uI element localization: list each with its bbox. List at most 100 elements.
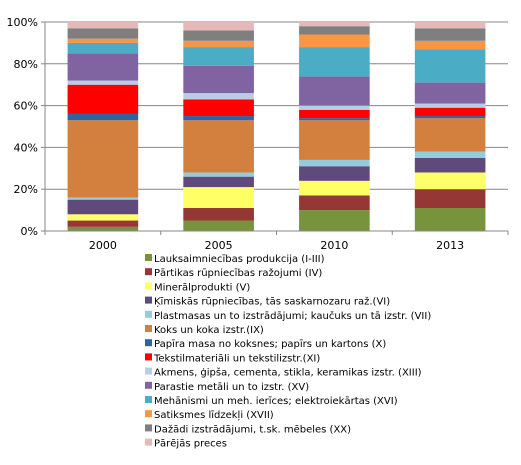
legend-label: Pārējās preces: [154, 439, 227, 450]
bar-segment: [299, 109, 370, 119]
legend-swatch: [145, 310, 152, 318]
bar-segment: [183, 93, 254, 100]
bar-segment: [183, 172, 254, 177]
legend-item: Koks un koka izstr.(IX): [145, 325, 264, 336]
legend-swatch: [145, 282, 152, 290]
bar-segment: [183, 65, 254, 94]
bar-segment: [67, 42, 139, 54]
legend-swatch: [145, 396, 152, 403]
bar-segment: [414, 22, 486, 29]
bar-segment: [299, 120, 370, 160]
bar-segment: [299, 118, 370, 121]
legend-swatch: [145, 353, 152, 361]
bar-segment: [414, 40, 486, 50]
bar-segment: [183, 40, 254, 48]
legend-label: Akmens, ģipša, cementa, stikla, keramika…: [154, 367, 422, 379]
bar-segment: [299, 105, 370, 110]
y-tick-label: 20%: [14, 183, 38, 196]
y-tick-label: 80%: [14, 58, 38, 71]
y-tick-label: 60%: [14, 100, 38, 113]
bar-segment: [183, 176, 254, 188]
legend-label: Ķīmiskās rūpniecības, tās saskarnozaru r…: [154, 296, 390, 308]
bar-segment: [414, 172, 486, 190]
bar-segment: [183, 47, 254, 66]
legend-swatch: [145, 268, 152, 276]
bar-segment: [67, 226, 139, 231]
bar-segment: [299, 47, 370, 77]
bar-segment: [299, 166, 370, 181]
legend-label: Koks un koka izstr.(IX): [154, 325, 264, 336]
bar-segment: [414, 49, 486, 83]
legend-item: Mehānismi un meh. ierīces; elektroiekārt…: [145, 396, 398, 407]
legend: Lauksaimniecības produkcija (I-III) Pārti…: [145, 254, 431, 450]
bar-segment: [67, 120, 139, 198]
bar-segment: [67, 214, 139, 221]
legend-label: Satiksmes līdzekļi (XVII): [154, 410, 274, 421]
legend-label: Papīra masa no koksnes; papīrs un karton…: [154, 339, 386, 350]
bar-segment: [414, 116, 486, 119]
bar-segment: [67, 113, 139, 121]
x-tick-label: 2005: [205, 239, 233, 252]
bars: [67, 22, 486, 231]
legend-label: Dažādi izstrādājumi, t.sk. mēbeles (XX): [154, 423, 351, 435]
bar-segment: [414, 151, 486, 158]
bar-segment: [299, 34, 370, 48]
legend-item: Pārējās preces: [145, 438, 227, 450]
legend-swatch: [145, 254, 152, 261]
bar-segment: [67, 197, 139, 200]
bar-segment: [414, 157, 486, 173]
y-tick-label: 100%: [7, 16, 38, 29]
bar-segment: [414, 208, 486, 231]
legend-label: Parastie metāli un to izstr. (XV): [154, 382, 309, 393]
y-tick-label: 0%: [21, 225, 38, 238]
legend-item: Ķīmiskās rūpniecības, tās saskarnozaru r…: [145, 296, 390, 308]
legend-item: Akmens, ģipša, cementa, stikla, keramika…: [145, 367, 422, 379]
bar-segment: [67, 53, 139, 81]
bar-segment: [414, 82, 486, 104]
bar-segment: [299, 159, 370, 167]
legend-swatch: [145, 410, 152, 418]
x-tick-label: 2013: [436, 239, 464, 252]
legend-item: Parastie metāli un to izstr. (XV): [145, 381, 309, 393]
legend-item: Lauksaimniecības produkcija (I-III): [145, 254, 325, 265]
legend-item: Dažādi izstrādājumi, t.sk. mēbeles (XX): [145, 423, 351, 435]
legend-swatch: [145, 381, 152, 389]
bar-segment: [299, 195, 370, 211]
bar-segment: [414, 103, 486, 108]
bar-segment: [414, 118, 486, 152]
bar-segment: [67, 199, 139, 215]
legend-swatch: [145, 296, 152, 304]
legend-label: Minerālprodukti (V): [154, 282, 250, 293]
bar-segment: [414, 107, 486, 117]
bar-segment: [299, 26, 370, 35]
legend-swatch: [145, 325, 152, 332]
axes: [41, 21, 509, 235]
bar-segment: [183, 116, 254, 121]
y-tick-label: 40%: [14, 141, 38, 154]
bar-segment: [67, 22, 139, 29]
legend-label: Lauksaimniecības produkcija (I-III): [154, 254, 325, 265]
bar-segment: [414, 28, 486, 41]
bar-segment: [67, 38, 139, 43]
y-axis-ticks: 0% 20% 40% 60% 80% 100%: [7, 16, 38, 238]
bar-segment: [183, 99, 254, 117]
legend-item: Satiksmes līdzekļi (XVII): [145, 410, 274, 421]
bar-segment: [299, 180, 370, 196]
legend-label: Pārtikas rūpniecības ražojumi (IV): [154, 267, 322, 279]
legend-item: Minerālprodukti (V): [145, 282, 250, 293]
legend-swatch: [145, 424, 152, 432]
legend-swatch: [145, 438, 152, 446]
bar-segment: [67, 80, 139, 85]
bar-segment: [183, 208, 254, 221]
bar-segment: [183, 187, 254, 209]
bar-segment: [183, 30, 254, 41]
bar-segment: [67, 28, 139, 39]
legend-label: Tekstilmateriāli un tekstilizstr.(XI): [153, 353, 320, 364]
legend-swatch: [145, 367, 152, 375]
legend-item: Tekstilmateriāli un tekstilizstr.(XI): [145, 353, 320, 364]
bar-segment: [414, 189, 486, 209]
bar-segment: [299, 76, 370, 106]
bar-segment: [183, 120, 254, 173]
legend-item: Plastmasas un to izstrādājumi; kaučuks u…: [145, 310, 431, 322]
